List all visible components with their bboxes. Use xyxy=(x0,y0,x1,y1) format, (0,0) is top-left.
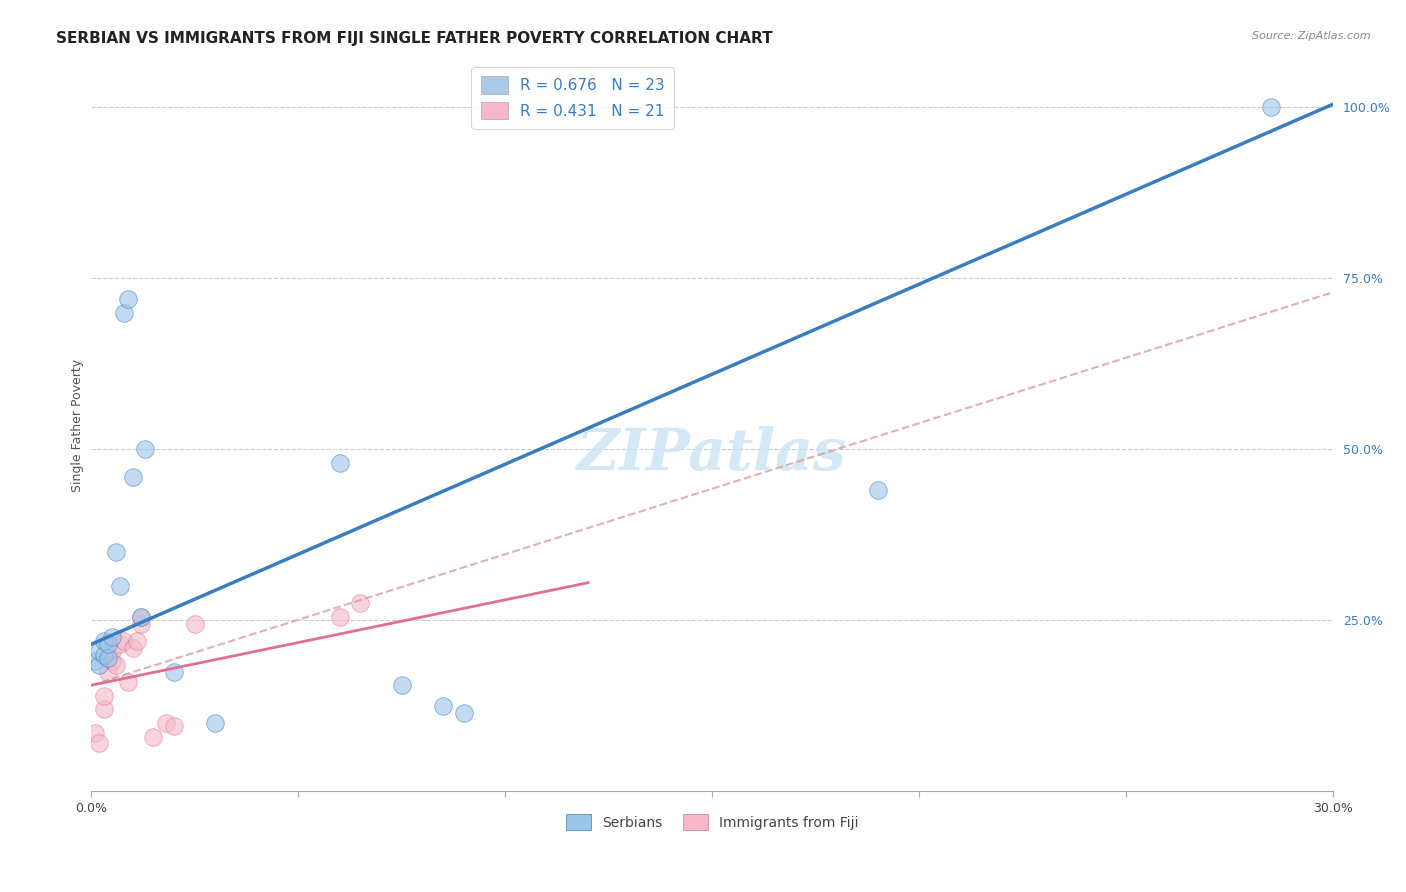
Point xyxy=(105,657,128,672)
Point xyxy=(163,665,186,679)
Point xyxy=(105,545,128,559)
Point xyxy=(163,719,186,733)
Point xyxy=(117,292,139,306)
Point xyxy=(129,610,152,624)
Point xyxy=(183,616,205,631)
Text: SERBIAN VS IMMIGRANTS FROM FIJI SINGLE FATHER POVERTY CORRELATION CHART: SERBIAN VS IMMIGRANTS FROM FIJI SINGLE F… xyxy=(56,31,773,46)
Point xyxy=(93,702,115,716)
Text: ZIPatlas: ZIPatlas xyxy=(578,426,848,483)
Point xyxy=(108,579,131,593)
Point xyxy=(125,633,148,648)
Point xyxy=(117,674,139,689)
Point xyxy=(134,442,156,457)
Point xyxy=(112,305,135,319)
Text: Source: ZipAtlas.com: Source: ZipAtlas.com xyxy=(1253,31,1371,41)
Point xyxy=(142,730,165,744)
Point xyxy=(89,736,111,750)
Point xyxy=(97,651,120,665)
Point xyxy=(93,633,115,648)
Point xyxy=(112,633,135,648)
Y-axis label: Single Father Poverty: Single Father Poverty xyxy=(72,359,84,492)
Point xyxy=(101,654,124,668)
Point xyxy=(84,726,107,740)
Point xyxy=(89,657,111,672)
Point xyxy=(97,665,120,679)
Point xyxy=(101,644,124,658)
Point xyxy=(121,469,143,483)
Legend: Serbians, Immigrants from Fiji: Serbians, Immigrants from Fiji xyxy=(561,808,865,836)
Point xyxy=(155,715,177,730)
Point xyxy=(93,689,115,703)
Point xyxy=(432,698,454,713)
Point xyxy=(121,640,143,655)
Point xyxy=(1260,100,1282,114)
Point xyxy=(97,637,120,651)
Point xyxy=(453,706,475,720)
Point xyxy=(93,648,115,662)
Point xyxy=(84,654,107,668)
Point xyxy=(204,715,226,730)
Point xyxy=(108,637,131,651)
Point xyxy=(101,631,124,645)
Point xyxy=(866,483,889,498)
Point xyxy=(329,610,352,624)
Point xyxy=(391,678,413,692)
Point xyxy=(129,616,152,631)
Point xyxy=(329,456,352,470)
Point xyxy=(129,610,152,624)
Point xyxy=(89,644,111,658)
Point xyxy=(349,596,371,610)
